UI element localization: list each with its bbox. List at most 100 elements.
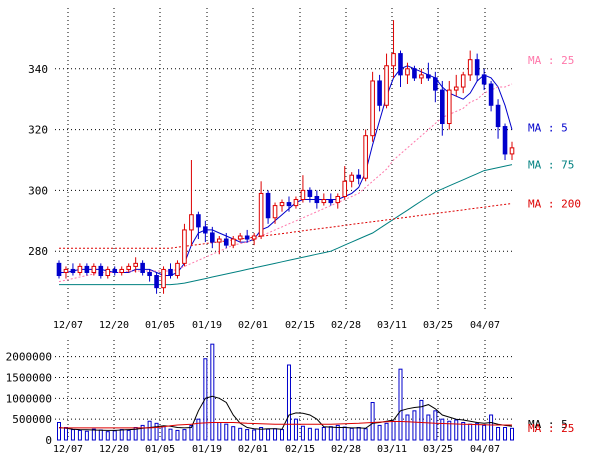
candle-body bbox=[189, 214, 194, 231]
volume-series-line bbox=[58, 395, 513, 431]
candle-body bbox=[126, 265, 131, 270]
volume-bar bbox=[57, 422, 61, 441]
volume-bar bbox=[426, 414, 431, 441]
volume-bar bbox=[489, 414, 494, 441]
volume-bar bbox=[314, 428, 319, 441]
volume-bar bbox=[231, 426, 236, 441]
candle-body bbox=[495, 104, 501, 128]
volume-bar bbox=[377, 424, 382, 441]
price-legend-label: MA : 5 bbox=[528, 122, 568, 135]
price-legend-label: MA : 200 bbox=[528, 197, 581, 210]
volume-bar bbox=[196, 418, 201, 441]
volume-series-line bbox=[59, 421, 512, 429]
candle-body bbox=[460, 74, 466, 88]
candle-body bbox=[453, 86, 459, 91]
volume-bar bbox=[391, 420, 396, 441]
candle-body bbox=[119, 268, 125, 273]
volume-bar bbox=[321, 427, 326, 441]
candle-body bbox=[440, 89, 445, 125]
volume-bars bbox=[57, 343, 514, 441]
volume-bar bbox=[266, 428, 271, 441]
volume-bar bbox=[482, 424, 487, 441]
candle-body bbox=[286, 202, 292, 207]
candle-body bbox=[391, 53, 396, 67]
volume-x-tick-label: 12/07 bbox=[53, 444, 83, 455]
price-axis: 280 300 320 340 12/07 12/20 01/05 01/19 02/01 02/… bbox=[28, 63, 500, 331]
candle-body bbox=[91, 265, 97, 273]
volume-bar bbox=[447, 420, 452, 441]
candle-body bbox=[84, 265, 90, 273]
candle-body bbox=[133, 262, 138, 267]
candle-body bbox=[293, 199, 299, 207]
candle-body bbox=[244, 235, 250, 240]
volume-bar bbox=[419, 399, 424, 441]
candle-body bbox=[488, 83, 494, 106]
volume-bar bbox=[293, 418, 298, 441]
candle-body bbox=[112, 268, 118, 273]
volume-bar bbox=[245, 429, 250, 441]
candle-body bbox=[251, 235, 257, 240]
candle-body bbox=[384, 65, 389, 106]
volume-bar bbox=[356, 427, 361, 441]
volume-bar bbox=[252, 429, 257, 441]
candle-body bbox=[426, 74, 431, 79]
volume-legend: MA : 5MA : 25 bbox=[528, 418, 574, 435]
candle-body bbox=[467, 59, 473, 76]
candle-body bbox=[223, 238, 229, 246]
volume-bar bbox=[161, 426, 166, 441]
volume-bar bbox=[112, 430, 117, 441]
volume-x-tick-label: 02/15 bbox=[285, 444, 315, 455]
volume-bar bbox=[168, 428, 173, 441]
volume-x-tick-label: 03/11 bbox=[377, 444, 407, 455]
volume-grid bbox=[55, 340, 515, 440]
volume-bar bbox=[147, 420, 152, 441]
candle-body bbox=[216, 238, 222, 243]
volume-moving-averages bbox=[58, 395, 513, 431]
volume-bar bbox=[363, 428, 368, 441]
price-x-tick-label: 02/28 bbox=[331, 320, 361, 331]
volume-bar bbox=[224, 423, 229, 441]
price-x-tick-label: 02/15 bbox=[285, 320, 315, 331]
candle-body bbox=[258, 192, 264, 237]
volume-bar bbox=[286, 364, 291, 441]
candle-body bbox=[140, 262, 145, 273]
volume-bar bbox=[154, 422, 159, 441]
volume-bar bbox=[210, 343, 215, 441]
volume-bar bbox=[273, 428, 278, 441]
candle-body bbox=[237, 235, 243, 240]
candle-body bbox=[154, 275, 159, 289]
volume-bar bbox=[405, 414, 410, 441]
volume-bar bbox=[84, 430, 89, 441]
candle-body bbox=[105, 268, 111, 277]
candle-body bbox=[328, 199, 334, 204]
volume-bar bbox=[454, 419, 459, 441]
volume-legend-label: MA : 25 bbox=[528, 422, 574, 435]
candle-body bbox=[161, 268, 166, 289]
volume-bar bbox=[384, 422, 389, 441]
volume-bar bbox=[475, 422, 480, 441]
candle-body bbox=[147, 271, 152, 277]
candle-body bbox=[182, 229, 187, 264]
candle-body bbox=[210, 232, 215, 243]
volume-bar bbox=[335, 424, 340, 441]
price-x-tick-label: 12/20 bbox=[99, 320, 129, 331]
price-x-tick-label: 03/11 bbox=[377, 320, 407, 331]
volume-bar bbox=[175, 429, 180, 441]
volume-bar bbox=[126, 429, 131, 441]
price-legend-label: MA : 25 bbox=[528, 54, 574, 67]
volume-axis: 0 500000 1000000 1500000 2000000 12/07 12/20 01… bbox=[6, 351, 500, 455]
volume-x-tick-label: 12/20 bbox=[99, 444, 129, 455]
candle-body bbox=[509, 147, 515, 155]
volume-bar bbox=[468, 423, 473, 441]
candle-body bbox=[63, 268, 69, 273]
price-x-tick-label: 03/25 bbox=[423, 320, 453, 331]
candle-body bbox=[265, 192, 271, 219]
candle-body bbox=[321, 199, 327, 204]
volume-bar bbox=[119, 429, 124, 441]
candle-body bbox=[230, 238, 236, 246]
candle-body bbox=[196, 214, 201, 228]
candle-body bbox=[98, 265, 104, 277]
price-x-tick-label: 12/07 bbox=[53, 320, 83, 331]
